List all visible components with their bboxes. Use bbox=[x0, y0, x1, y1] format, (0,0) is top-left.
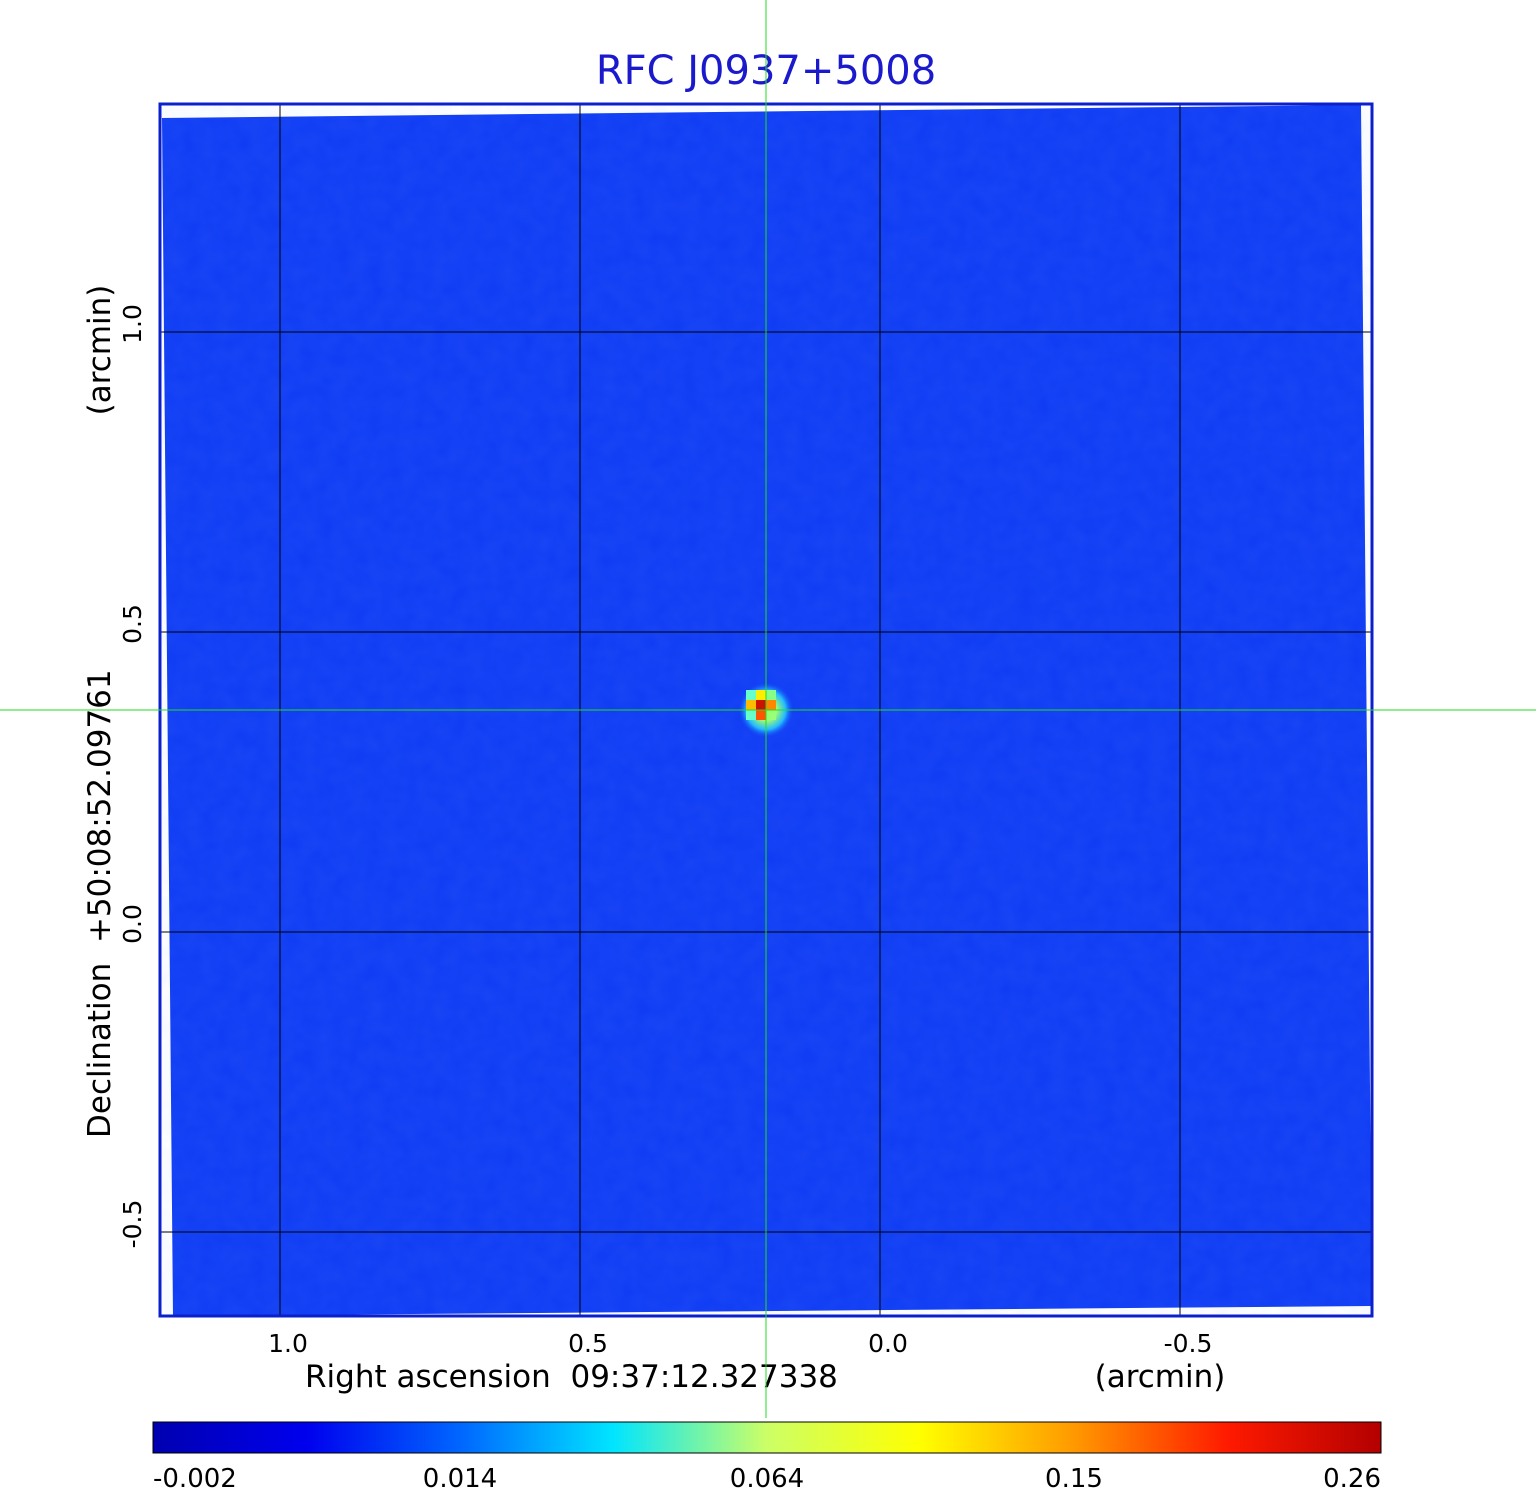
colorbar-tick-label: 0.26 bbox=[1323, 1464, 1381, 1494]
x-tick-labels: 1.0 0.5 0.0 -0.5 bbox=[268, 1329, 1212, 1358]
y-tick-label: 1.0 bbox=[118, 304, 147, 344]
y-tick-labels: 1.0 0.5 0.0 -0.5 bbox=[118, 304, 147, 1248]
x-tick-label: 0.5 bbox=[568, 1329, 608, 1358]
x-axis-unit: (arcmin) bbox=[1095, 1359, 1226, 1395]
x-tick-label: -0.5 bbox=[1164, 1329, 1213, 1358]
source-pixel bbox=[756, 690, 766, 700]
y-tick-label: 0.0 bbox=[118, 904, 147, 944]
source-pixel bbox=[756, 710, 766, 720]
y-axis-label: Declination +50:08:52.09761 bbox=[82, 669, 118, 1138]
source-pixel bbox=[766, 690, 776, 700]
x-tick-label: 0.0 bbox=[868, 1329, 908, 1358]
source-pixel bbox=[766, 700, 776, 710]
source-pixel bbox=[746, 710, 756, 720]
source-pixel bbox=[756, 700, 766, 710]
colorbar-tick-label: 0.15 bbox=[1045, 1464, 1103, 1494]
y-tick-label: -0.5 bbox=[118, 1200, 147, 1249]
colorbar-tick-label: -0.002 bbox=[153, 1464, 237, 1494]
colorbar-tick-labels: -0.002 0.014 0.064 0.15 0.26 bbox=[153, 1464, 1381, 1494]
colorbar-tick-label: 0.014 bbox=[423, 1464, 497, 1494]
x-tick-label: 1.0 bbox=[268, 1329, 308, 1358]
crosshair bbox=[0, 0, 1536, 1418]
source-pixel bbox=[746, 700, 756, 710]
colorbar bbox=[152, 1421, 1382, 1454]
y-tick-label: 0.5 bbox=[118, 604, 147, 644]
x-axis-label: Right ascension 09:37:12.327338 bbox=[305, 1359, 838, 1395]
source-pixel bbox=[746, 690, 756, 700]
y-axis-unit: (arcmin) bbox=[82, 285, 118, 416]
colorbar-tick-label: 0.064 bbox=[730, 1464, 804, 1494]
source-pixel bbox=[766, 710, 776, 720]
